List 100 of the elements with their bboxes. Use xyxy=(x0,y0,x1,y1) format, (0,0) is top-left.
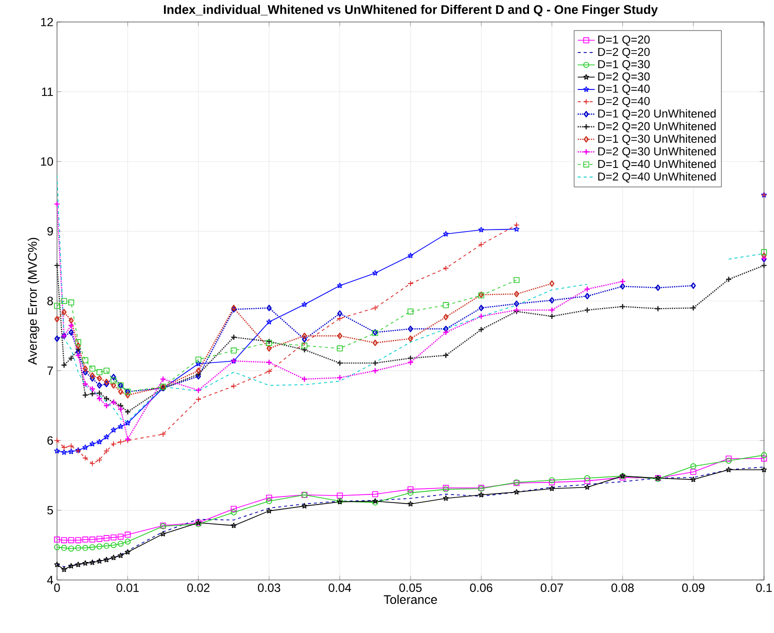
point xyxy=(61,566,67,572)
point xyxy=(110,440,117,447)
point xyxy=(75,339,82,346)
legend-label: D=2 Q=40 UnWhitened xyxy=(598,172,716,183)
x-tick-label: 0.05 xyxy=(399,584,422,592)
point xyxy=(89,536,96,543)
y-tick-label: 6 xyxy=(47,436,53,445)
point xyxy=(54,200,60,208)
point xyxy=(160,431,166,438)
point xyxy=(111,382,116,389)
point xyxy=(407,359,414,366)
point xyxy=(408,500,414,506)
point xyxy=(372,304,378,311)
point xyxy=(118,388,124,395)
point xyxy=(266,494,272,501)
point xyxy=(408,308,414,314)
point xyxy=(619,278,626,285)
point xyxy=(110,542,117,548)
y-tick-label: 9 xyxy=(47,227,53,236)
point xyxy=(75,544,82,551)
point xyxy=(110,427,116,433)
y-tick-label: 8 xyxy=(47,296,53,306)
point xyxy=(89,386,96,392)
point xyxy=(54,302,60,309)
point xyxy=(124,549,131,555)
point xyxy=(76,342,81,349)
legend-label: D=2 Q=20 UnWhitened xyxy=(598,122,716,132)
point xyxy=(336,360,343,366)
legend-label: D=1 Q=30 UnWhitened xyxy=(598,134,716,145)
point xyxy=(442,495,449,501)
point xyxy=(68,443,74,450)
point xyxy=(408,280,414,287)
point xyxy=(68,563,74,569)
point xyxy=(478,326,484,333)
point xyxy=(118,534,124,540)
point xyxy=(690,468,696,475)
legend-label: D=1 Q=30 xyxy=(598,60,650,70)
point xyxy=(89,390,96,397)
point xyxy=(195,396,202,402)
point xyxy=(61,537,68,544)
point xyxy=(302,301,308,307)
point xyxy=(407,354,414,362)
point xyxy=(68,448,74,454)
point xyxy=(124,532,131,538)
y-tick-label: 7 xyxy=(47,366,53,375)
point xyxy=(160,530,166,536)
point xyxy=(96,369,102,376)
point xyxy=(89,460,96,466)
point xyxy=(104,434,110,440)
point xyxy=(514,489,520,495)
point xyxy=(54,262,60,269)
point xyxy=(442,265,449,272)
point xyxy=(478,242,484,248)
point xyxy=(442,231,449,237)
point xyxy=(584,306,590,314)
point xyxy=(124,420,131,426)
point xyxy=(68,537,74,544)
x-tick-label: 0.03 xyxy=(258,584,280,592)
point xyxy=(266,508,272,514)
point xyxy=(266,304,272,312)
point xyxy=(82,454,88,461)
point xyxy=(478,492,484,498)
point xyxy=(302,503,308,509)
point xyxy=(408,326,414,332)
point xyxy=(408,252,414,258)
point xyxy=(408,335,414,342)
x-tick-label: 0.07 xyxy=(540,584,563,592)
point xyxy=(655,284,661,291)
point xyxy=(75,562,82,568)
point xyxy=(336,282,343,288)
point xyxy=(82,357,88,364)
y-tick-label: 10 xyxy=(41,157,54,166)
point xyxy=(478,313,484,320)
point xyxy=(549,280,554,287)
point xyxy=(584,286,590,292)
point xyxy=(89,440,96,446)
point xyxy=(372,270,378,276)
point xyxy=(124,538,131,545)
point xyxy=(96,382,102,389)
point xyxy=(196,360,202,366)
point xyxy=(548,313,556,320)
point xyxy=(104,535,110,542)
x-tick-label: 0.04 xyxy=(328,584,352,592)
point xyxy=(690,476,696,482)
point xyxy=(82,392,88,398)
point xyxy=(82,536,88,543)
y-tick-label: 4 xyxy=(47,576,54,584)
point xyxy=(408,486,414,492)
y-tick-label: 11 xyxy=(42,88,53,96)
chart-title: Index_individual_Whitened vs UnWhitened for Different D and Q - One Finger Study xyxy=(164,4,658,16)
point xyxy=(408,490,414,496)
point xyxy=(336,345,343,352)
point xyxy=(103,402,110,409)
point xyxy=(230,383,237,390)
point xyxy=(196,373,201,380)
point xyxy=(68,354,74,362)
point xyxy=(110,554,116,560)
point xyxy=(117,402,124,409)
point xyxy=(266,498,272,504)
point xyxy=(195,356,202,363)
